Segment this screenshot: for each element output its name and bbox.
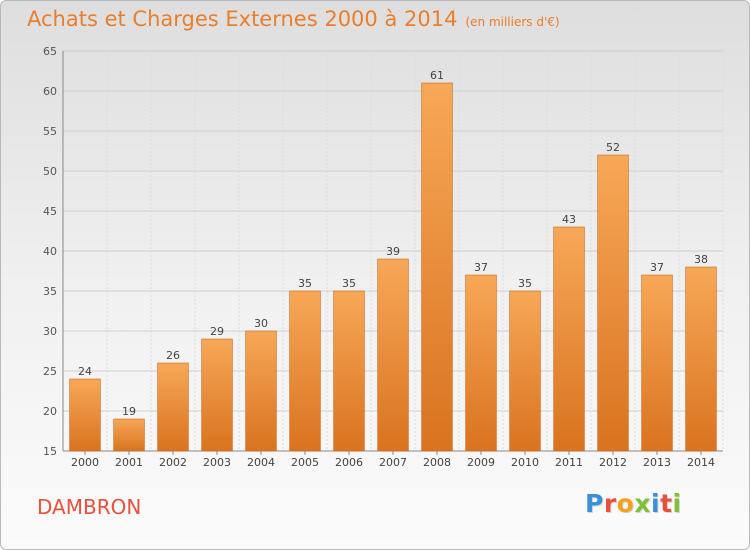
x-tick-label: 2010 — [511, 456, 539, 469]
chart-title: Achats et Charges Externes 2000 à 2014 (e… — [27, 7, 560, 31]
bar — [201, 338, 233, 452]
y-tick-label: 65 — [43, 45, 57, 58]
bar-value-label: 35 — [518, 277, 532, 290]
bar — [421, 82, 453, 452]
bar — [333, 290, 365, 452]
x-tick-label: 2003 — [203, 456, 231, 469]
y-tick-label: 35 — [43, 285, 57, 298]
x-tick-label: 2008 — [423, 456, 451, 469]
bar — [377, 258, 409, 452]
bar-value-label: 38 — [694, 253, 708, 266]
bar — [641, 274, 673, 452]
x-tick-label: 2004 — [247, 456, 275, 469]
x-tick-label: 2009 — [467, 456, 495, 469]
y-tick-label: 55 — [43, 125, 57, 138]
y-tick-label: 20 — [43, 405, 57, 418]
chart-subtitle: (en milliers d'€) — [465, 15, 560, 29]
bar-value-label: 24 — [78, 365, 92, 378]
logo-letter: P — [585, 489, 604, 518]
bar-value-label: 26 — [166, 349, 180, 362]
x-tick-label: 2001 — [115, 456, 143, 469]
chart-title-text: Achats et Charges Externes 2000 à 2014 — [27, 7, 458, 31]
bar-value-label: 19 — [122, 405, 136, 418]
y-tick-label: 60 — [43, 85, 57, 98]
bar-value-label: 37 — [474, 261, 488, 274]
x-tick-label: 2012 — [599, 456, 627, 469]
logo-letter: t — [660, 489, 673, 518]
bar — [553, 226, 585, 452]
proxiti-logo: Proxiti — [585, 489, 682, 518]
x-tick-label: 2013 — [643, 456, 671, 469]
bar — [69, 378, 101, 452]
bar — [685, 266, 717, 452]
bar-value-label: 37 — [650, 261, 664, 274]
logo-letter: i — [651, 489, 661, 518]
y-tick-label: 15 — [43, 445, 57, 458]
x-tick-label: 2002 — [159, 456, 187, 469]
bar — [465, 274, 497, 452]
x-tick-label: 2007 — [379, 456, 407, 469]
logo-letter: i — [672, 489, 682, 518]
logo-letter: r — [603, 489, 617, 518]
y-tick-label: 40 — [43, 245, 57, 258]
bar-value-label: 52 — [606, 141, 620, 154]
x-tick-label: 2014 — [687, 456, 715, 469]
y-tick-label: 50 — [43, 165, 57, 178]
x-tick-label: 2011 — [555, 456, 583, 469]
bar — [289, 290, 321, 452]
x-tick-label: 2005 — [291, 456, 319, 469]
logo-letter: o — [616, 489, 635, 518]
bars — [69, 82, 717, 452]
y-tick-label: 30 — [43, 325, 57, 338]
bar-value-label: 61 — [430, 69, 444, 82]
commune-name: DAMBRON — [37, 495, 142, 519]
data-labels: 24 19 26 29 30 35 35 39 61 37 35 43 52 37 38 — [78, 69, 708, 418]
bar — [245, 330, 277, 452]
bar — [157, 362, 189, 452]
bar-value-label: 35 — [298, 277, 312, 290]
y-tick-label: 25 — [43, 365, 57, 378]
logo-letter: x — [634, 489, 651, 518]
bar-value-label: 39 — [386, 245, 400, 258]
bar-value-label: 35 — [342, 277, 356, 290]
bar — [597, 154, 629, 452]
bar-value-label: 43 — [562, 213, 576, 226]
x-tick-label: 2006 — [335, 456, 363, 469]
bar — [509, 290, 541, 452]
x-tick-label: 2000 — [71, 456, 99, 469]
bar — [113, 418, 145, 452]
y-tick-label: 45 — [43, 205, 57, 218]
bar-value-label: 29 — [210, 325, 224, 338]
bar-value-label: 30 — [254, 317, 268, 330]
